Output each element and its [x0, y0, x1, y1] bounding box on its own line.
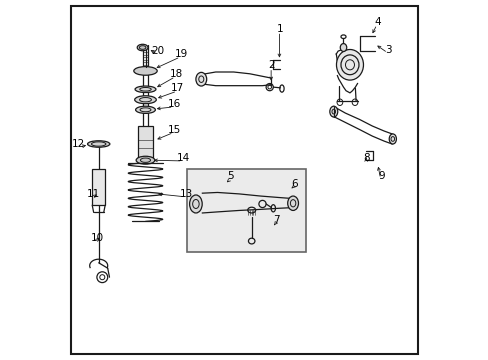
Ellipse shape: [135, 86, 156, 93]
Ellipse shape: [196, 72, 206, 86]
Ellipse shape: [136, 156, 155, 164]
Ellipse shape: [134, 96, 156, 104]
Ellipse shape: [329, 106, 337, 117]
Bar: [137, 126, 153, 160]
Text: 20: 20: [151, 46, 164, 56]
Text: 1: 1: [276, 24, 283, 34]
Text: 2: 2: [267, 60, 274, 70]
Text: 9: 9: [377, 171, 384, 181]
Text: 3: 3: [385, 45, 391, 55]
Ellipse shape: [134, 67, 157, 75]
Text: 10: 10: [90, 233, 103, 243]
Text: 14: 14: [176, 153, 189, 163]
Ellipse shape: [135, 106, 155, 113]
Ellipse shape: [287, 196, 298, 211]
Text: 18: 18: [169, 69, 183, 79]
Bar: [92, 169, 105, 205]
Text: 8: 8: [363, 153, 369, 163]
Text: 16: 16: [167, 99, 181, 109]
Ellipse shape: [388, 134, 396, 144]
Text: 12: 12: [72, 139, 85, 149]
FancyBboxPatch shape: [186, 169, 305, 252]
Ellipse shape: [340, 44, 346, 51]
Text: 19: 19: [175, 49, 188, 59]
Ellipse shape: [336, 50, 363, 80]
Text: 13: 13: [180, 189, 193, 199]
Ellipse shape: [189, 195, 202, 213]
Text: 5: 5: [226, 171, 233, 181]
Text: 6: 6: [291, 179, 298, 189]
Text: 17: 17: [171, 83, 184, 93]
Text: 7: 7: [273, 215, 280, 225]
Ellipse shape: [137, 44, 148, 51]
Ellipse shape: [87, 141, 110, 147]
Text: 4: 4: [374, 17, 380, 27]
Text: 11: 11: [86, 189, 100, 199]
Text: 15: 15: [167, 125, 181, 135]
